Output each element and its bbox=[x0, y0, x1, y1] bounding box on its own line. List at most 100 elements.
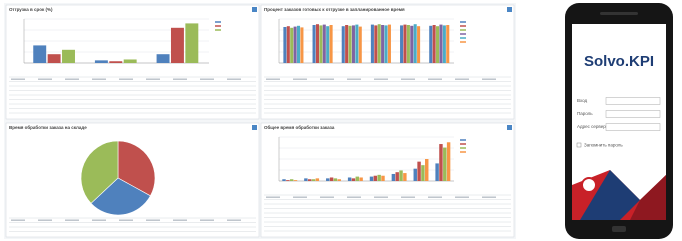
panel-menu[interactable] bbox=[252, 125, 257, 130]
field-input[interactable] bbox=[606, 98, 660, 105]
bar bbox=[359, 27, 362, 63]
bar bbox=[355, 25, 358, 63]
bar bbox=[374, 176, 377, 181]
table-cell-text bbox=[38, 220, 52, 221]
bar bbox=[359, 177, 362, 181]
bar bbox=[338, 179, 341, 181]
bar bbox=[425, 159, 428, 181]
table-cell-text bbox=[11, 79, 25, 80]
table-cell-text bbox=[455, 197, 469, 198]
bar bbox=[290, 179, 293, 181]
table-cell-text bbox=[92, 220, 106, 221]
bar bbox=[124, 59, 137, 63]
bar bbox=[392, 174, 395, 181]
app-logo bbox=[582, 178, 596, 192]
bar bbox=[446, 25, 449, 63]
bar bbox=[403, 173, 406, 181]
bar bbox=[316, 24, 319, 63]
table-cell-text bbox=[320, 79, 334, 80]
bar bbox=[48, 54, 61, 63]
bar bbox=[400, 25, 403, 63]
table-cell-text bbox=[11, 220, 25, 221]
bar bbox=[388, 25, 391, 63]
table-cell-text bbox=[266, 197, 280, 198]
table-cell-text bbox=[227, 220, 241, 221]
bar bbox=[157, 54, 170, 63]
bar bbox=[300, 27, 303, 63]
bar bbox=[378, 24, 381, 63]
phone-button[interactable] bbox=[612, 226, 626, 232]
bar bbox=[294, 27, 297, 63]
table-cell-text bbox=[293, 79, 307, 80]
table-cell-text bbox=[92, 79, 106, 80]
panel-menu[interactable] bbox=[507, 7, 512, 12]
bar bbox=[62, 50, 75, 63]
field-label: Адрес сервера bbox=[577, 124, 609, 129]
panel-title: Процент заказов готовых к отгрузке в зап… bbox=[264, 7, 405, 12]
bar bbox=[326, 26, 329, 63]
phone-speaker bbox=[600, 12, 638, 15]
bar bbox=[399, 170, 402, 181]
bar bbox=[330, 177, 333, 181]
table-cell-text bbox=[200, 220, 214, 221]
bar bbox=[323, 25, 326, 63]
bar bbox=[297, 26, 300, 63]
bar bbox=[312, 179, 315, 181]
bar bbox=[185, 23, 198, 63]
bar bbox=[443, 148, 446, 181]
bar bbox=[348, 177, 351, 181]
table-cell-text bbox=[38, 79, 52, 80]
bar bbox=[352, 178, 355, 181]
bar bbox=[447, 142, 450, 181]
bar bbox=[381, 25, 384, 63]
remember-label: Запомнить пароль bbox=[584, 143, 623, 148]
table-cell-text bbox=[173, 220, 187, 221]
field-label: Вход bbox=[577, 98, 588, 103]
app-title: Solvo.KPI bbox=[584, 53, 654, 70]
panel-title: Общее время обработки заказа bbox=[264, 124, 335, 130]
field-input[interactable] bbox=[606, 124, 660, 131]
bar bbox=[443, 25, 446, 63]
table-cell-text bbox=[227, 79, 241, 80]
table-cell-text bbox=[200, 79, 214, 80]
bar bbox=[287, 26, 290, 63]
bar bbox=[290, 28, 293, 63]
table-cell-text bbox=[146, 79, 160, 80]
bar bbox=[95, 60, 108, 63]
screen: Solvo.KPI Вход Пароль Адрес сервера Запомн… bbox=[0, 0, 682, 241]
bar bbox=[403, 25, 406, 63]
bar bbox=[294, 180, 297, 181]
bar bbox=[356, 177, 359, 181]
bar bbox=[334, 178, 337, 181]
bar bbox=[109, 61, 122, 63]
bar bbox=[417, 26, 420, 63]
bar bbox=[330, 25, 333, 63]
bar bbox=[171, 28, 184, 63]
field-input[interactable] bbox=[606, 111, 660, 118]
panel-menu[interactable] bbox=[252, 7, 257, 12]
table-cell-text bbox=[428, 197, 442, 198]
table-cell-text bbox=[374, 197, 388, 198]
bar bbox=[370, 177, 373, 181]
bar bbox=[429, 26, 432, 63]
table-cell-text bbox=[119, 220, 133, 221]
bar bbox=[433, 25, 436, 63]
table-cell-text bbox=[266, 79, 280, 80]
bar bbox=[395, 172, 398, 181]
table-cell-text bbox=[482, 197, 496, 198]
bar bbox=[304, 178, 307, 181]
table-cell-text bbox=[347, 79, 361, 80]
panel-menu[interactable] bbox=[507, 125, 512, 130]
field-label: Пароль bbox=[577, 111, 593, 116]
bar bbox=[371, 25, 374, 63]
panel bbox=[261, 123, 514, 237]
table-cell-text bbox=[65, 79, 79, 80]
bar bbox=[439, 144, 442, 181]
table-cell-text bbox=[401, 79, 415, 80]
bar bbox=[384, 25, 387, 63]
remember-checkbox[interactable] bbox=[577, 143, 581, 147]
panel-title: Отгрузка в срок (%) bbox=[9, 7, 53, 12]
bar bbox=[349, 26, 352, 63]
bar bbox=[407, 25, 410, 63]
bar bbox=[414, 169, 417, 181]
